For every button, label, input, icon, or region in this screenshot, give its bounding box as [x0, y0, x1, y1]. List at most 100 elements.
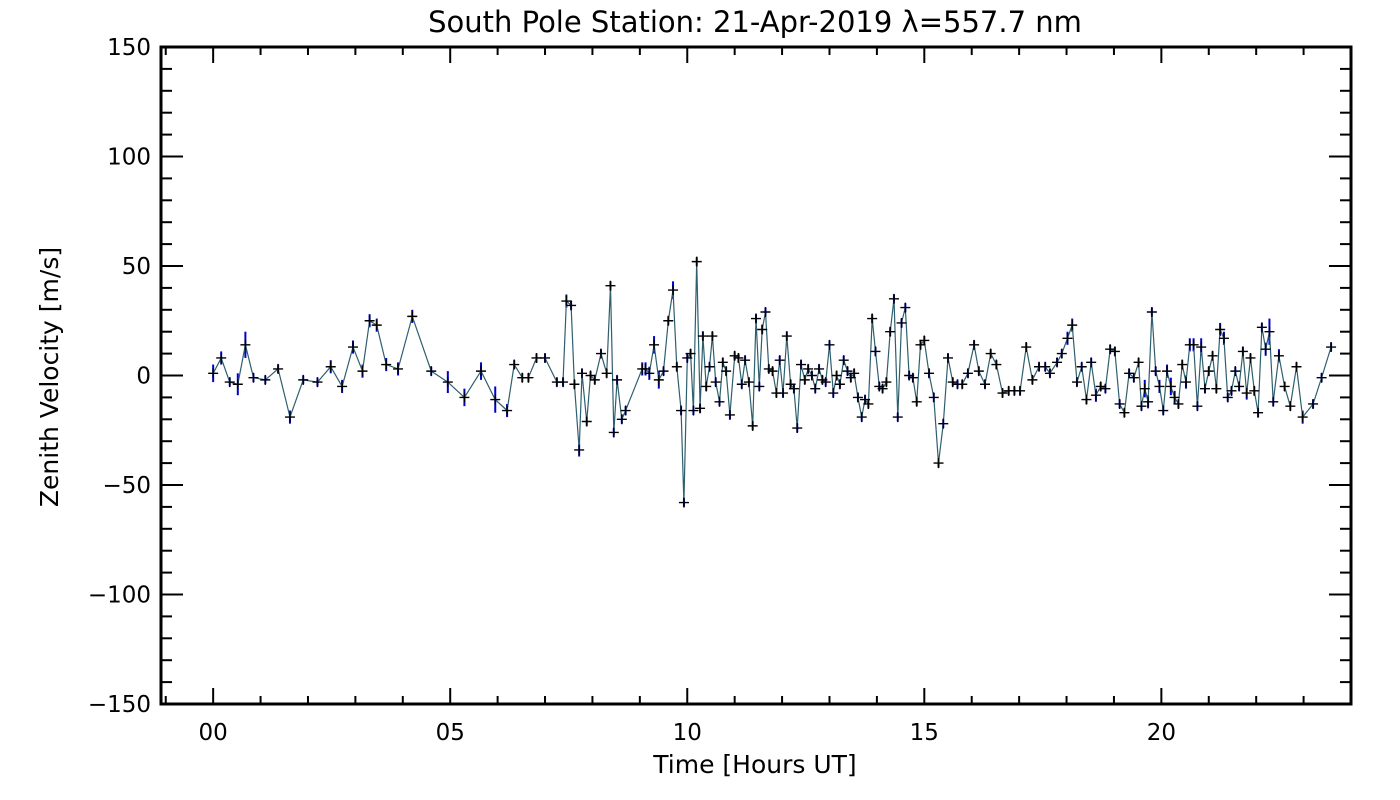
data-point-marker	[1249, 385, 1260, 396]
data-point-marker	[1136, 401, 1147, 412]
data-point-marker	[312, 377, 323, 388]
y-tick-label: −50	[102, 473, 151, 499]
data-point-marker	[1162, 366, 1173, 377]
data-point-marker	[1105, 344, 1116, 355]
data-point-marker	[888, 293, 899, 304]
data-point-marker	[649, 339, 660, 350]
data-point-marker	[260, 374, 271, 385]
data-point-marker	[788, 383, 799, 394]
data-point-marker	[747, 420, 758, 431]
data-point-marker	[820, 377, 831, 388]
data-point-marker	[947, 377, 958, 388]
data-point-marker	[1188, 339, 1199, 350]
data-point-marker	[907, 372, 918, 383]
data-point-marker	[1076, 361, 1087, 372]
data-point-marker	[1285, 401, 1296, 412]
data-point-marker	[799, 374, 810, 385]
data-point-marker	[1268, 396, 1279, 407]
data-point-marker	[1090, 390, 1101, 401]
data-point-marker	[810, 383, 821, 394]
data-point-marker	[991, 359, 1002, 370]
data-point-marker	[1040, 361, 1051, 372]
x-tick-label: 10	[673, 720, 702, 746]
data-point-marker	[595, 348, 606, 359]
data-point-marker	[1128, 372, 1139, 383]
data-point-marker	[658, 366, 669, 377]
data-point-marker	[1207, 350, 1218, 361]
y-tick-label: 100	[107, 145, 151, 171]
data-point-marker	[806, 370, 817, 381]
data-point-marker	[704, 361, 715, 372]
data-point-marker	[1119, 407, 1130, 418]
data-point-marker	[751, 313, 761, 324]
data-point-marker	[561, 296, 572, 307]
data-point-marker	[273, 363, 284, 374]
plot-frame	[159, 45, 1353, 706]
data-point-marker	[1218, 333, 1229, 344]
data-point-marker	[717, 357, 728, 368]
data-point-marker	[881, 377, 892, 388]
data-point-marker	[1253, 407, 1264, 418]
data-point-marker	[442, 377, 453, 388]
data-point-marker	[1241, 388, 1252, 399]
data-point-marker	[733, 352, 744, 363]
data-point-marker	[577, 368, 588, 379]
data-point-marker	[1095, 381, 1106, 392]
data-point-marker	[531, 352, 542, 363]
data-point-marker	[585, 370, 596, 381]
data-point-marker	[685, 348, 696, 359]
data-point-marker	[824, 339, 835, 350]
data-point-marker	[1154, 381, 1165, 392]
y-axis-label: Zenith Velocity [m/s]	[35, 247, 64, 507]
data-point-marker	[867, 313, 878, 324]
data-point-marker	[569, 379, 580, 390]
data-point-marker	[985, 348, 996, 359]
data-point-marker	[1150, 366, 1161, 377]
data-point-marker	[653, 374, 664, 385]
data-point-marker	[774, 355, 785, 366]
data-point-marker	[668, 285, 679, 296]
data-point-marker	[337, 381, 348, 392]
data-point-marker	[284, 412, 295, 423]
data-point-marker	[1291, 361, 1302, 372]
data-point-marker	[1143, 396, 1154, 407]
data-point-marker	[688, 405, 699, 416]
data-point-marker	[1230, 366, 1241, 377]
data-point-marker	[979, 379, 990, 390]
data-point-marker	[1124, 368, 1135, 379]
data-point-marker	[919, 335, 930, 346]
data-point-marker	[928, 392, 939, 403]
data-point-marker	[814, 363, 825, 374]
data-point-marker	[608, 427, 619, 438]
x-tick-label: 00	[199, 720, 228, 746]
data-point-marker	[714, 396, 725, 407]
data-point-marker	[1165, 381, 1176, 392]
data-point-marker	[710, 377, 721, 388]
data-point-marker	[1071, 377, 1082, 388]
data-point-marker	[724, 409, 735, 420]
data-point-marker	[1109, 346, 1120, 357]
x-axis-label: Time [Hours UT]	[652, 750, 856, 779]
y-tick-label: −100	[88, 583, 151, 609]
data-point-marker	[1326, 342, 1337, 353]
data-point-marker	[740, 355, 751, 366]
data-point-marker	[605, 280, 616, 291]
y-tick-label: 150	[107, 35, 151, 61]
data-point-marker	[831, 370, 842, 381]
series-line	[212, 261, 1332, 503]
data-point-marker	[695, 403, 706, 414]
data-point-marker	[1177, 359, 1188, 370]
data-point-marker	[778, 388, 789, 399]
data-point-marker	[1146, 306, 1157, 317]
data-point-marker	[1169, 392, 1180, 403]
data-point-marker	[407, 311, 418, 322]
data-point-marker	[900, 302, 911, 313]
data-point-marker	[476, 366, 487, 377]
data-point-marker	[240, 339, 251, 350]
y-tick-label: 50	[122, 254, 151, 280]
data-point-marker	[803, 363, 814, 374]
data-point-marker	[1044, 368, 1055, 379]
data-point-marker	[896, 317, 907, 328]
data-point-marker	[1067, 320, 1078, 331]
data-point-marker	[248, 372, 259, 383]
